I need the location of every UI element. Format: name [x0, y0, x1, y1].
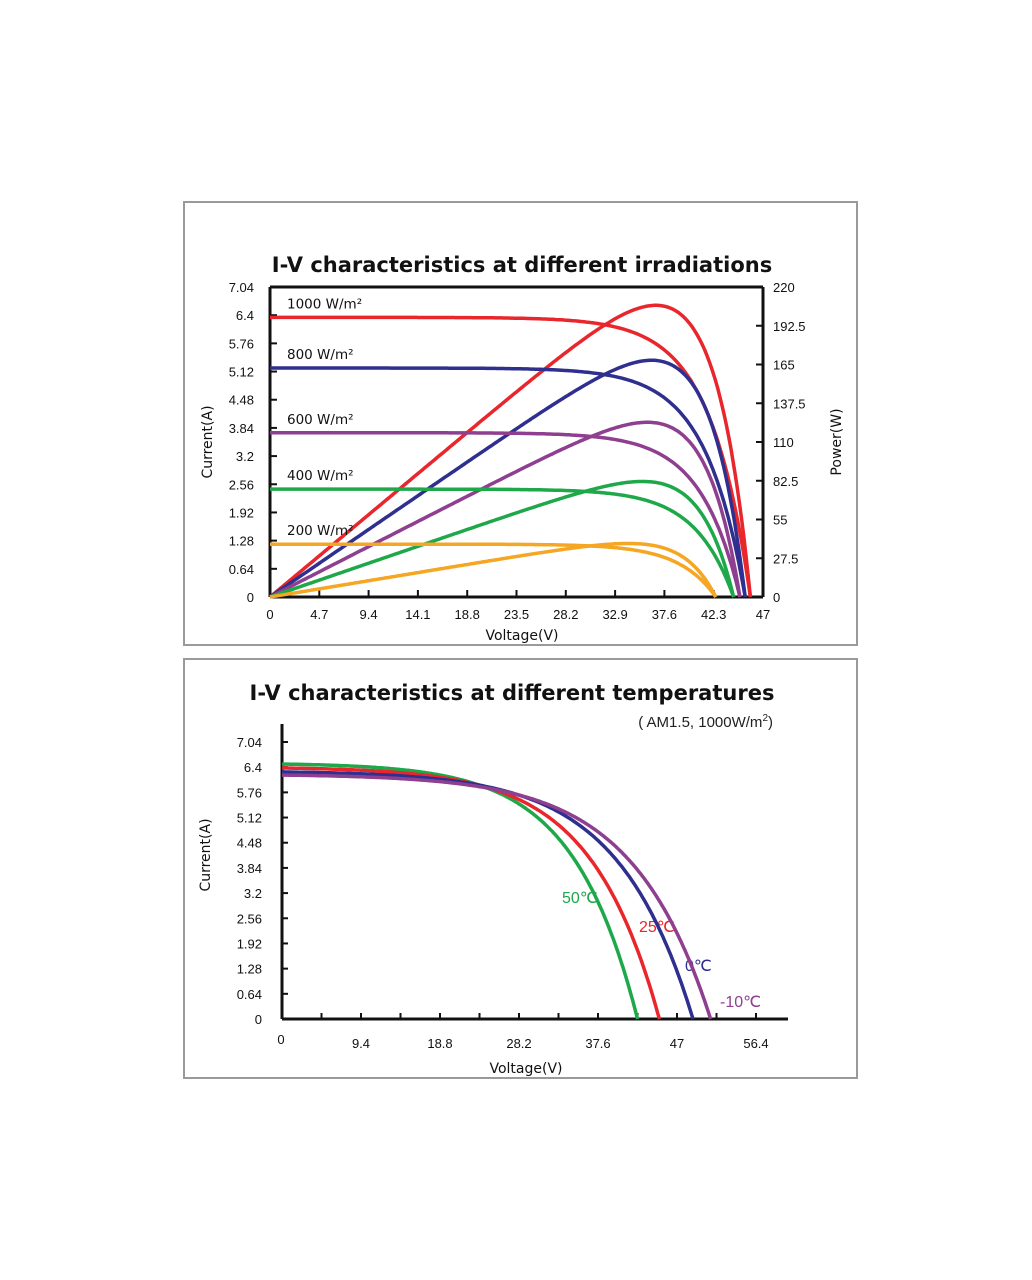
x-tick-label: 18.8	[455, 607, 480, 622]
y-tick-label: 3.84	[237, 861, 262, 876]
y2-tick-label: 220	[773, 280, 795, 295]
y2-tick-label: 82.5	[773, 474, 798, 489]
x-tick-label: 56.4	[743, 1036, 768, 1051]
y-tick-label: 1.28	[229, 534, 254, 549]
iv-curve-series	[270, 431, 742, 598]
y-tick-label: 2.56	[237, 911, 262, 926]
y-tick-label: 4.48	[229, 393, 254, 408]
x-tick-label: 4.7	[310, 607, 328, 622]
iv-curve-series	[270, 542, 718, 599]
x-tick-label: 37.6	[585, 1036, 610, 1051]
y-tick-label: 1.92	[229, 505, 254, 520]
power-curve-series	[269, 541, 718, 599]
iv-curve-series	[282, 770, 695, 1020]
x-tick-label: 28.2	[553, 607, 578, 622]
y-tick-label: 5.76	[229, 336, 254, 351]
y-tick-label: 5.12	[229, 365, 254, 380]
temperature-chart: I-V characteristics at different tempera…	[198, 681, 788, 1077]
y-tick-label: 6.4	[236, 308, 254, 323]
chart-subtitle: ( AM1.5, 1000W/m2)	[638, 713, 773, 731]
chart-title: I-V characteristics at different irradia…	[272, 253, 772, 277]
x-tick-label: 42.3	[701, 607, 726, 622]
y2-tick-label: 192.5	[773, 319, 806, 334]
y-tick-label: 7.04	[237, 735, 262, 750]
x-tick-label: 0	[277, 1032, 284, 1047]
iv-curve-series	[281, 766, 662, 1020]
x-tick-label: 47	[756, 607, 770, 622]
x-axis-label: Voltage(V)	[489, 1061, 562, 1077]
y-tick-label: 0	[255, 1012, 262, 1027]
series-label: -10℃	[720, 994, 761, 1011]
series-label: 800 W/m²	[287, 347, 354, 363]
x-tick-label: 32.9	[602, 607, 627, 622]
y2-tick-label: 27.5	[773, 551, 798, 566]
iv-curve-series	[270, 366, 747, 598]
chart-title: I-V characteristics at different tempera…	[250, 681, 775, 705]
y-tick-label: 6.4	[244, 760, 262, 775]
irradiation-chart-panel: I-V characteristics at different irradia…	[183, 201, 858, 646]
y2-tick-label: 0	[773, 590, 780, 605]
y-tick-label: 4.48	[237, 836, 262, 851]
y-tick-label: 0.64	[237, 987, 262, 1002]
irradiation-chart: I-V characteristics at different irradia…	[200, 253, 845, 644]
y-tick-label: 1.28	[237, 962, 262, 977]
x-tick-label: 37.6	[652, 607, 677, 622]
y2-tick-label: 137.5	[773, 396, 806, 411]
y2-axis-label: Power(W)	[829, 408, 845, 475]
power-curve-series	[269, 479, 736, 599]
x-tick-label: 9.4	[352, 1036, 370, 1051]
iv-curve-series	[282, 773, 713, 1020]
y-tick-label: 2.56	[229, 477, 254, 492]
y-tick-label: 0	[247, 590, 254, 605]
y-tick-label: 1.92	[237, 936, 262, 951]
x-tick-label: 47	[670, 1036, 684, 1051]
x-tick-label: 23.5	[504, 607, 529, 622]
series-label: 200 W/m²	[287, 523, 354, 539]
series-label: 400 W/m²	[287, 468, 354, 484]
y-tick-label: 3.84	[229, 421, 254, 436]
power-curve-series	[269, 420, 742, 599]
y-axis-label: Current(A)	[198, 818, 214, 891]
series-label: 600 W/m²	[287, 412, 354, 428]
iv-curve-series	[270, 315, 753, 598]
y2-tick-label: 55	[773, 513, 787, 528]
x-tick-label: 18.8	[427, 1036, 452, 1051]
y-tick-label: 3.2	[236, 449, 254, 464]
series-label: 1000 W/m²	[287, 296, 362, 312]
power-curve-series	[268, 303, 753, 599]
x-tick-label: 0	[266, 607, 273, 622]
x-tick-label: 28.2	[506, 1036, 531, 1051]
y-tick-label: 5.76	[237, 785, 262, 800]
y-tick-label: 0.64	[229, 562, 254, 577]
y-tick-label: 3.2	[244, 886, 262, 901]
y-axis-label: Current(A)	[200, 405, 216, 478]
x-tick-label: 14.1	[405, 607, 430, 622]
y2-tick-label: 165	[773, 358, 795, 373]
temperature-chart-panel: I-V characteristics at different tempera…	[183, 658, 858, 1079]
x-axis-label: Voltage(V)	[485, 628, 558, 644]
y2-tick-label: 110	[773, 435, 794, 450]
y-tick-label: 5.12	[237, 811, 262, 826]
series-label: 50℃	[562, 890, 598, 907]
iv-curve-series	[270, 487, 736, 598]
y-tick-label: 7.04	[229, 280, 254, 295]
x-tick-label: 9.4	[360, 607, 378, 622]
